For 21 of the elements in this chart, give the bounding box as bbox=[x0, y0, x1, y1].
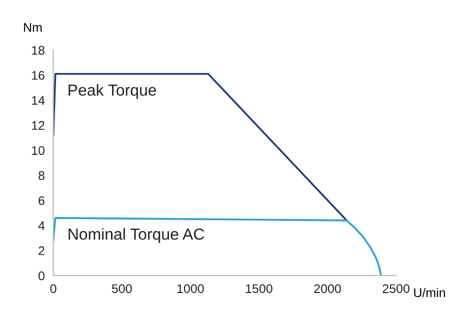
x-axis-title: U/min bbox=[414, 288, 445, 298]
line-series bbox=[53, 217, 382, 276]
y-tick-label: 8 bbox=[38, 171, 44, 180]
x-tick-label: 500 bbox=[112, 284, 132, 294]
y-tick-label: 18 bbox=[32, 46, 44, 55]
y-tick-label: 10 bbox=[32, 146, 44, 155]
y-tick-label: 6 bbox=[38, 196, 44, 206]
x-tick-label: 0 bbox=[50, 284, 56, 294]
x-tick-label: 1000 bbox=[177, 284, 204, 294]
x-tick-label: 2500 bbox=[382, 284, 410, 294]
y-axis-title: Nm bbox=[24, 23, 42, 32]
y-tick-label: 2 bbox=[38, 246, 44, 256]
y-tick-label: 12 bbox=[32, 121, 44, 130]
x-tick-label: 2000 bbox=[314, 284, 341, 294]
y-tick-label: 16 bbox=[32, 70, 44, 80]
y-tick-label: 0 bbox=[38, 271, 44, 280]
series-label: Peak Torque bbox=[68, 84, 156, 99]
y-tick-label: 14 bbox=[32, 96, 45, 105]
y-tick-label: 4 bbox=[38, 221, 45, 230]
series-label: Nominal Torque AC bbox=[68, 228, 204, 243]
x-tick-label: 1500 bbox=[246, 284, 272, 294]
